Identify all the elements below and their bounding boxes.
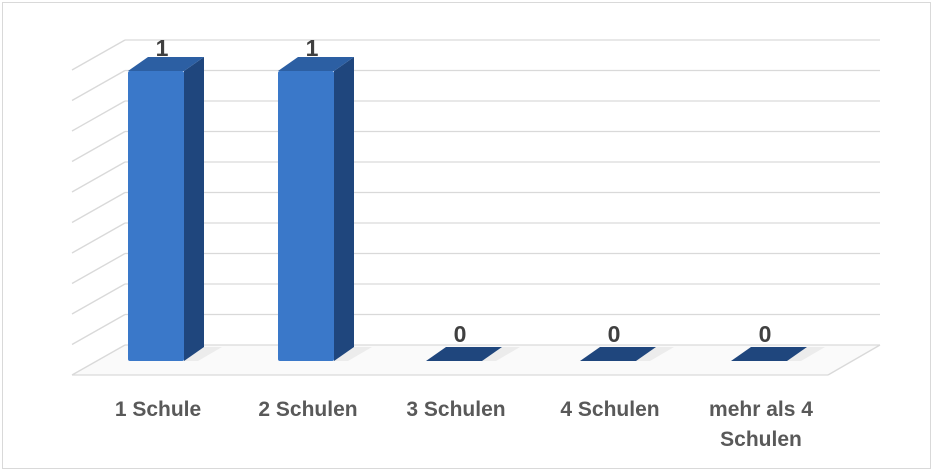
bars — [128, 57, 825, 361]
gridline-side — [71, 100, 126, 132]
gridline-side — [71, 69, 126, 102]
data-label: 1 — [306, 35, 319, 61]
category-label: 1 Schule — [115, 398, 201, 421]
bar-side — [334, 57, 354, 361]
bar-front — [278, 71, 334, 361]
gridlines — [71, 39, 881, 376]
bar — [426, 347, 520, 361]
gridline-side — [71, 252, 126, 285]
bar-side — [184, 57, 204, 361]
bar-top — [128, 57, 204, 71]
gridline-side — [71, 313, 126, 346]
gridline-side — [71, 283, 126, 315]
data-label: 0 — [759, 321, 772, 347]
gridline-side — [71, 130, 126, 163]
bar — [278, 57, 372, 361]
data-label: 0 — [608, 321, 621, 347]
category-label: 2 Schulen — [258, 398, 357, 421]
category-label: 3 Schulen — [406, 398, 505, 421]
category-label: mehr als 4 — [709, 398, 813, 421]
data-labels: 1 1 0 0 0 — [156, 35, 772, 347]
gridline-side — [71, 222, 126, 254]
gridline-side — [71, 161, 126, 193]
gridline-side — [71, 344, 126, 376]
data-label: 1 — [156, 35, 169, 61]
bar-top — [278, 57, 354, 71]
bar — [580, 347, 674, 361]
bar-flat — [426, 347, 502, 361]
gridline-side — [71, 191, 126, 224]
bar-flat — [731, 347, 807, 361]
data-label: 0 — [454, 321, 467, 347]
bar-front — [128, 71, 184, 361]
category-label: 4 Schulen — [560, 398, 659, 421]
bar — [731, 347, 825, 361]
bar-flat — [580, 347, 656, 361]
floor-right-edge — [827, 344, 881, 376]
category-label: Schulen — [720, 428, 802, 451]
bar — [128, 57, 222, 361]
gridline-side — [71, 39, 126, 71]
category-labels: 1 Schule 2 Schulen 3 Schulen 4 Schulen mehr … — [115, 398, 813, 451]
